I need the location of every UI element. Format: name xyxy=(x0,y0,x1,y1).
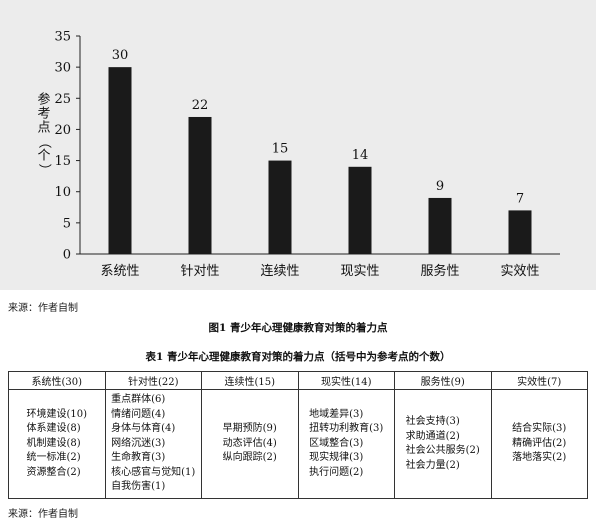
list-item: 机制建设(8) xyxy=(26,437,81,449)
table-cell: 环境建设(10) 体系建设(8) 机制建设(8) 统一标准(2) 资源整合(2) xyxy=(8,389,106,499)
y-axis-label-char: 考 xyxy=(37,107,50,122)
focus-points-table: 系统性(30) 针对性(22) 连续性(15) 现实性(14) 服务性(9) 实… xyxy=(8,371,588,499)
list-item: 生命教育(3) xyxy=(111,452,166,464)
bar-value-label: 22 xyxy=(192,98,209,113)
item-list: 早期预防(9) 动态评估(4) 纵向跟踪(2) xyxy=(223,422,277,466)
table-cell: 地域差异(3) 扭转功利教育(3) 区域整合(3) 现实规律(3) 执行问题(2… xyxy=(297,389,395,499)
table-cell: 结合实际(3) 精确评估(2) 落地落实(2) xyxy=(490,389,588,499)
table-cell: 早期预防(9) 动态评估(4) 纵向跟踪(2) xyxy=(201,389,299,499)
list-item: 纵向跟踪(2) xyxy=(222,452,277,464)
list-item: 自我伤害(1) xyxy=(111,481,166,493)
list-item: 社会力量(2) xyxy=(405,459,460,471)
list-item: 资源整合(2) xyxy=(26,466,81,478)
bar-value-label: 7 xyxy=(516,191,524,206)
y-axis-label-char: 个 xyxy=(37,149,50,164)
item-list: 地域差异(3) 扭转功利教育(3) 区域整合(3) 现实规律(3) 执行问题(2… xyxy=(309,408,383,481)
list-item: 动态评估(4) xyxy=(222,437,277,449)
list-item: 区域整合(3) xyxy=(309,437,364,449)
list-item: 早期预防(9) xyxy=(222,423,277,435)
list-item: 结合实际(3) xyxy=(512,423,567,435)
table-row: 环境建设(10) 体系建设(8) 机制建设(8) 统一标准(2) 资源整合(2)… xyxy=(8,389,588,499)
list-item: 精确评估(2) xyxy=(512,437,567,449)
list-item: 身体与体育(4) xyxy=(111,423,176,435)
y-axis-label-char: 点 xyxy=(37,121,50,136)
bar-chart: 0 5 10 15 20 25 30 35 30 系统性 22 针对性 15 连续性 14 现实性 9 服务性 7… xyxy=(37,30,560,279)
bar xyxy=(188,116,212,254)
bar xyxy=(348,166,372,254)
table-cell: 社会支持(3) 求助通道(2) 社会公共服务(2) 社会力量(2) xyxy=(394,389,492,499)
table-header-cell: 针对性(22) xyxy=(104,371,202,390)
table-header-cell: 连续性(15) xyxy=(201,371,299,390)
list-item: 体系建设(8) xyxy=(26,423,81,435)
item-list: 重点群体(6) 情绪问题(4) 身体与体育(4) 网络沉迷(3) 生命教育(3)… xyxy=(111,393,195,495)
table-header-cell: 系统性(30) xyxy=(8,371,106,390)
y-axis-label-char: ） xyxy=(37,163,52,176)
table-header-cell: 现实性(14) xyxy=(297,371,395,390)
list-item: 环境建设(10) xyxy=(26,408,88,420)
bar-value-label: 14 xyxy=(352,148,369,163)
table-header-cell: 服务性(9) xyxy=(394,371,492,390)
bar xyxy=(428,197,452,254)
x-tick-label: 系统性 xyxy=(100,264,139,279)
bar xyxy=(508,210,532,254)
table-container: 系统性(30) 针对性(22) 连续性(15) 现实性(14) 服务性(9) 实… xyxy=(8,371,588,499)
list-item: 社会公共服务(2) xyxy=(405,445,480,456)
y-axis-label: 参考点（个） xyxy=(37,92,52,177)
y-tick-label: 35 xyxy=(54,30,71,45)
item-list: 结合实际(3) 精确评估(2) 落地落实(2) xyxy=(512,422,566,466)
list-item: 执行问题(2) xyxy=(309,466,364,478)
list-item: 扭转功利教育(3) xyxy=(309,423,384,435)
y-tick-label: 25 xyxy=(54,92,71,107)
bar-value-label: 30 xyxy=(112,48,129,63)
y-tick-label: 20 xyxy=(54,123,71,138)
x-tick-label: 现实性 xyxy=(340,264,379,279)
list-item: 统一标准(2) xyxy=(26,452,81,464)
bar xyxy=(108,67,132,255)
y-axis-label-char: 参 xyxy=(37,92,50,108)
y-axis-label-char: （ xyxy=(37,135,52,148)
y-tick-label: 5 xyxy=(63,216,71,231)
list-item: 情绪问题(4) xyxy=(111,408,166,420)
y-tick-label: 10 xyxy=(54,185,71,200)
bars: 30 系统性 22 针对性 15 连续性 14 现实性 9 服务性 7 实效性 xyxy=(100,48,539,279)
list-item: 现实规律(3) xyxy=(309,452,364,464)
bar-value-label: 9 xyxy=(436,179,444,194)
figure-source: 来源：作者自制 xyxy=(8,303,78,314)
list-item: 地域差异(3) xyxy=(309,408,364,420)
chart-panel: 0 5 10 15 20 25 30 35 30 系统性 22 针对性 15 连续性 14 现实性 9 服务性 7… xyxy=(0,0,596,290)
x-tick-label: 服务性 xyxy=(420,263,459,279)
list-item: 核心感官与觉知(1) xyxy=(111,466,196,478)
table-header-cell: 实效性(7) xyxy=(490,371,588,390)
y-tick-label: 0 xyxy=(63,248,71,263)
x-tick-label: 实效性 xyxy=(500,264,539,279)
y-ticks: 0 5 10 15 20 25 30 35 xyxy=(54,30,80,263)
list-item: 网络沉迷(3) xyxy=(111,437,166,449)
x-tick-label: 连续性 xyxy=(260,263,299,279)
y-tick-label: 15 xyxy=(54,154,71,169)
table-caption: 表1 青少年心理健康教育对策的着力点（括号中为参考点的个数） xyxy=(145,351,451,363)
table-header-row: 系统性(30) 针对性(22) 连续性(15) 现实性(14) 服务性(9) 实… xyxy=(8,371,588,390)
table-source: 来源：作者自制 xyxy=(8,509,78,520)
figure-caption: 图1 青少年心理健康教育对策的着力点 xyxy=(208,322,388,334)
item-list: 社会支持(3) 求助通道(2) 社会公共服务(2) 社会力量(2) xyxy=(406,415,480,473)
list-item: 落地落实(2) xyxy=(512,452,567,464)
list-item: 重点群体(6) xyxy=(111,394,166,406)
bar xyxy=(268,160,292,254)
y-tick-label: 30 xyxy=(54,61,71,76)
item-list: 环境建设(10) 体系建设(8) 机制建设(8) 统一标准(2) 资源整合(2) xyxy=(26,408,87,481)
bar-value-label: 15 xyxy=(272,142,289,157)
list-item: 社会支持(3) xyxy=(405,416,460,427)
x-tick-label: 针对性 xyxy=(180,264,219,279)
list-item: 求助通道(2) xyxy=(405,430,460,442)
table-cell: 重点群体(6) 情绪问题(4) 身体与体育(4) 网络沉迷(3) 生命教育(3)… xyxy=(104,389,202,499)
